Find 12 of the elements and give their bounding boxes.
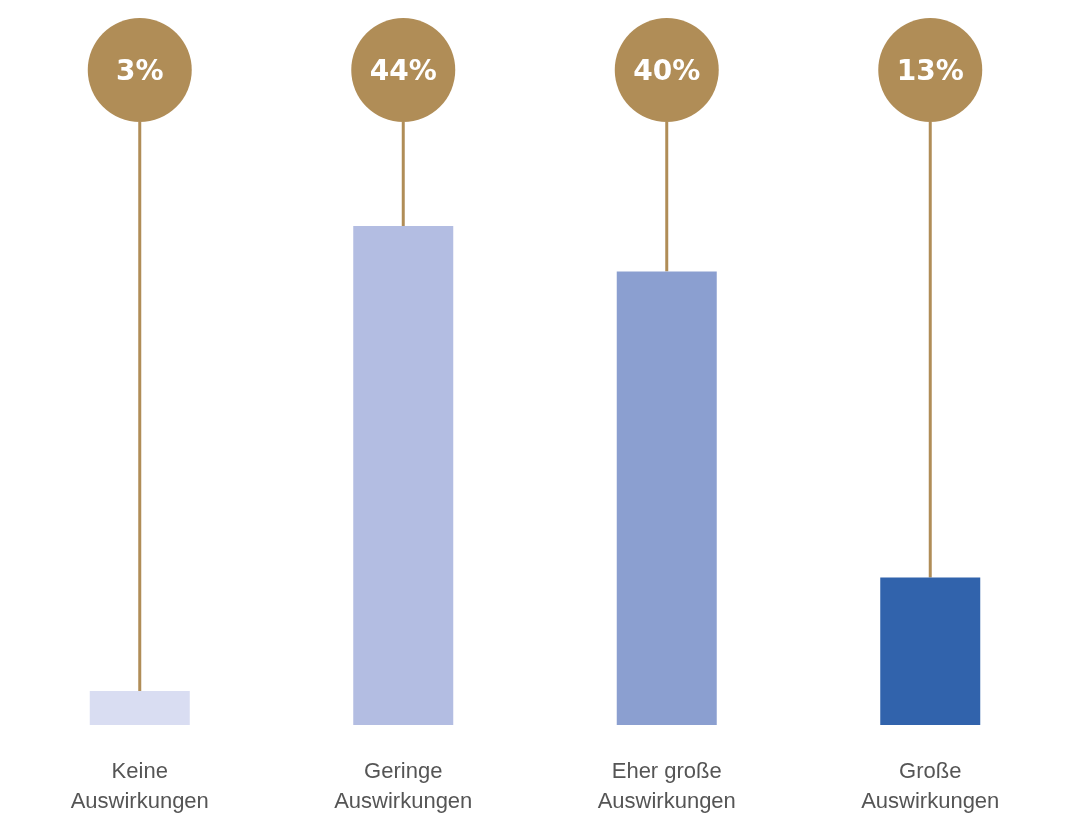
bar bbox=[353, 226, 454, 725]
bar bbox=[616, 271, 717, 725]
data-label: 3% bbox=[115, 53, 164, 87]
data-label: 44% bbox=[369, 53, 437, 87]
x-tick-label: Große Auswirkungen bbox=[861, 757, 1000, 813]
x-tick-label: Geringe Auswirkungen bbox=[334, 757, 473, 813]
data-label: 13% bbox=[896, 53, 964, 87]
x-tick-label: Keine Auswirkungen bbox=[70, 757, 209, 813]
bar bbox=[89, 690, 190, 725]
data-label: 40% bbox=[633, 53, 701, 87]
x-tick-label: Eher große Auswirkungen bbox=[597, 757, 736, 813]
bar bbox=[880, 577, 981, 725]
